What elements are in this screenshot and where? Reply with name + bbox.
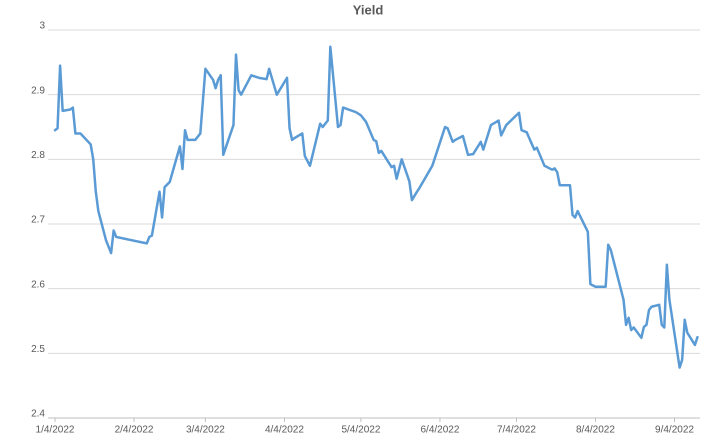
x-tick-label: 5/4/2022 (341, 425, 380, 436)
line-series (53, 45, 699, 369)
y-tick-label: 2.6 (31, 279, 45, 290)
x-tick-label: 6/4/2022 (420, 425, 459, 436)
x-tick-label: 9/4/2022 (655, 425, 694, 436)
x-tick-label: 4/4/2022 (265, 425, 304, 436)
y-tick-label: 2.9 (31, 85, 45, 96)
y-tick-label: 3 (39, 21, 45, 32)
y-tick-label: 2.8 (31, 150, 45, 161)
x-tick-label: 2/4/2022 (115, 425, 154, 436)
y-tick-label: 2.4 (31, 409, 45, 420)
x-tick-label: 3/4/2022 (186, 425, 225, 436)
y-tick-label: 2.7 (31, 215, 45, 226)
chart-title: Yield (353, 2, 384, 17)
y-tick-label: 2.5 (31, 344, 45, 355)
x-tick-label: 7/4/2022 (497, 425, 536, 436)
x-tick-label: 1/4/2022 (36, 425, 75, 436)
x-tick-label: 8/4/2022 (576, 425, 615, 436)
